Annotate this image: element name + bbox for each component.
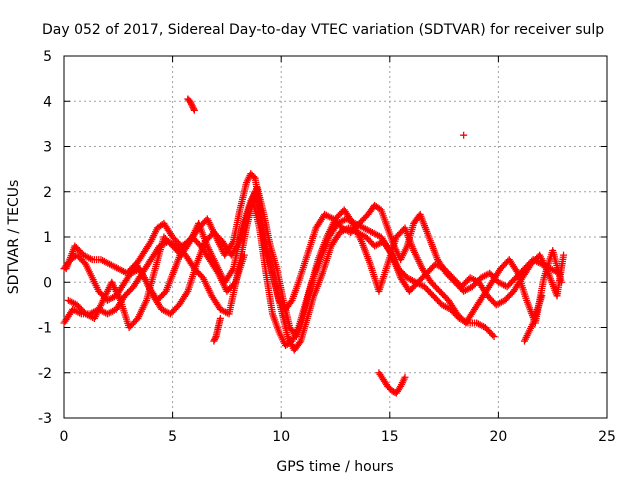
data-point-track-c [296,339,304,347]
data-point-segment-7h [210,337,218,345]
data-point-segment-5.8h [190,105,198,113]
x-tick-label: 0 [60,429,69,445]
data-point-track-c [560,251,568,259]
data-point-track-e [230,280,238,288]
data-point-track-b [489,331,497,339]
x-axis-label: GPS time / hours [276,459,393,475]
data-point-segment-5.8h [188,102,196,110]
y-tick-label: 0 [43,275,52,291]
data-point-segment-5.8h [186,97,194,105]
data-point-segment-21.5h [538,292,546,300]
y-tick-label: -2 [38,366,52,382]
data-point-segment-7h [216,314,224,322]
x-tick-label: 25 [598,429,616,445]
data-point-segment-7h [211,334,219,342]
data-point-segment-5.8h [187,100,195,108]
x-tick-label: 20 [489,429,507,445]
data-point-track-a [250,173,258,181]
data-point-segment-7h [211,336,219,344]
data-point-track-e [240,251,248,259]
y-tick-label: -1 [38,321,52,337]
y-axis-label: SDTVAR / TECUs [6,180,22,295]
chart-title: Day 052 of 2017, Sidereal Day-to-day VTE… [42,22,604,38]
data-point-track-b [490,333,498,341]
y-tick-label: 2 [43,185,52,201]
data-point-segment-5.8h [187,99,195,107]
data-point-segment-5.8h [190,106,198,114]
y-tick-label: 1 [43,230,52,246]
data-point-track-a [287,298,295,306]
x-tick-label: 5 [168,429,177,445]
data-point-segment-15h [401,373,409,381]
x-tick-label: 10 [272,429,290,445]
y-tick-label: 4 [43,94,52,110]
data-point-segment-5.8h [189,103,197,111]
data-point-track-d [557,278,565,286]
axis-ticks: 0 5 10 15 20 25 -3 -2 -1 0 1 2 3 4 5 [38,49,616,445]
y-tick-label: 5 [43,49,52,65]
x-tick-label: 15 [381,429,399,445]
y-tick-label: -3 [38,411,52,427]
data-point-segment-18.4h [460,131,468,139]
y-tick-label: 3 [43,140,52,156]
data-points [60,95,568,397]
